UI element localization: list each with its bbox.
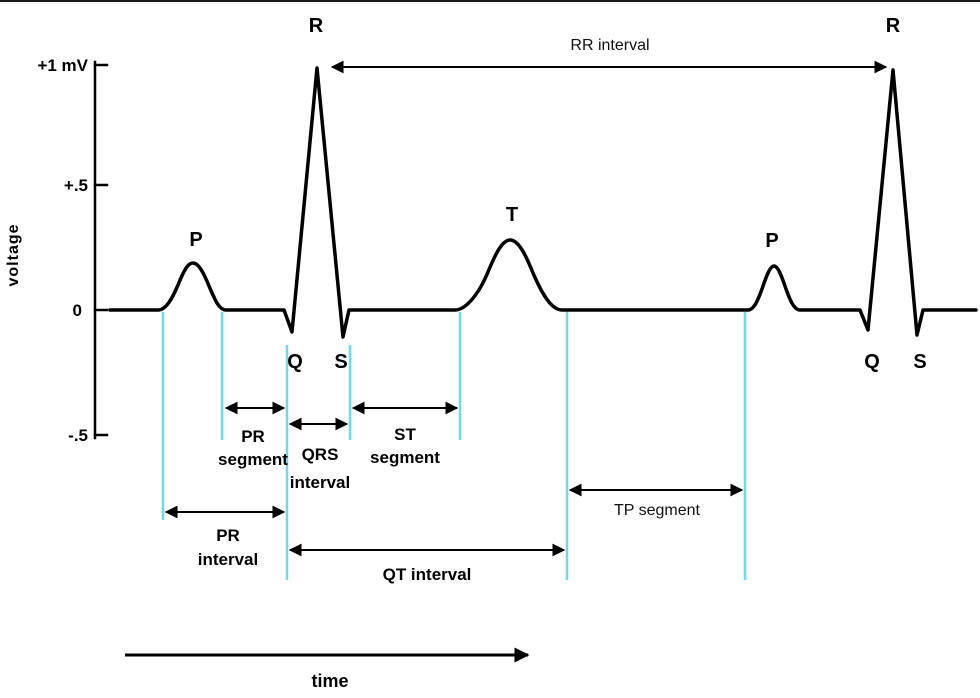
t-wave-label: T (506, 204, 518, 226)
q-wave-label-1: Q (287, 351, 303, 373)
st-segment-label-line2: segment (370, 448, 440, 467)
qt-interval-label: QT interval (383, 565, 472, 584)
pr-interval-label-line1: PR (216, 526, 240, 545)
rr-interval-label: RR interval (570, 37, 649, 54)
y-tick-label-plus1mv: +1 mV (37, 56, 88, 75)
y-tick-label-plus05: +.5 (64, 176, 88, 195)
tp-segment-label: TP segment (614, 502, 701, 519)
st-segment-label-line1: ST (394, 425, 416, 444)
p-wave-label-1: P (189, 229, 202, 251)
s-wave-label-2: S (913, 351, 926, 373)
y-tick-label-zero: 0 (73, 301, 82, 320)
y-axis-title: voltage (5, 223, 22, 286)
pr-interval-label-line2: interval (198, 550, 258, 569)
p-wave-label-2: P (765, 230, 778, 252)
s-wave-label-1: S (334, 351, 347, 373)
r-wave-label-2: R (886, 15, 901, 37)
r-wave-label-1: R (309, 15, 324, 37)
pr-segment-label-line2: segment (218, 450, 288, 469)
y-tick-label-minus05: -.5 (68, 426, 88, 445)
x-axis-title: time (311, 671, 348, 691)
qrs-interval-label-line1: QRS (302, 445, 339, 464)
ecg-trace (108, 66, 978, 339)
qrs-interval-label-line2: interval (290, 473, 350, 492)
q-wave-label-2: Q (864, 351, 880, 373)
pr-segment-label-line1: PR (241, 427, 265, 446)
